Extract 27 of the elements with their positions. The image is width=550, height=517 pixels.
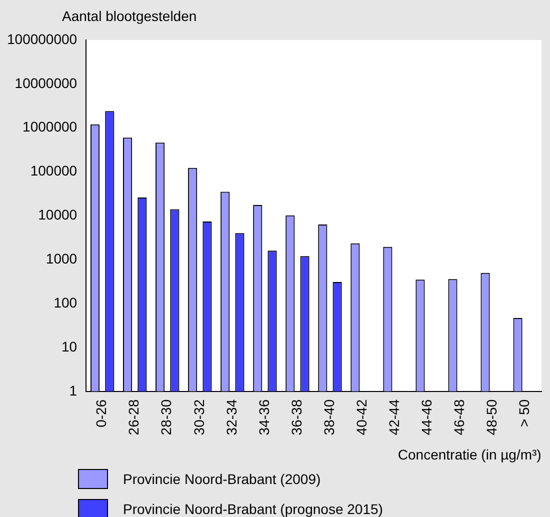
x-tick-label: 44-46 xyxy=(418,399,434,436)
y-tick-label: 100000 xyxy=(30,162,78,179)
x-axis-title: Concentratie (in µg/m³) xyxy=(398,446,542,462)
legend-label: Provincie Noord-Brabant (2009) xyxy=(123,471,321,487)
x-tick-label: 36-38 xyxy=(288,399,304,436)
x-tick-label: 0-26 xyxy=(93,399,110,428)
y-tick-label: 100000000 xyxy=(6,30,78,47)
y-axis-title: Aantal blootgestelden xyxy=(62,8,197,24)
legend-label: Provincie Noord-Brabant (prognose 2015) xyxy=(123,501,383,517)
x-tick-label: 30-32 xyxy=(190,399,207,436)
x-tick-label: 42-44 xyxy=(386,399,402,436)
x-tick-label: 40-42 xyxy=(353,399,370,436)
x-tick-label: 48-50 xyxy=(483,399,500,436)
x-tick-label: 32-34 xyxy=(223,399,240,436)
y-tick-label: 10000000 xyxy=(14,74,78,91)
x-tick-label: 38-40 xyxy=(320,399,337,436)
x-tick-label: > 50 xyxy=(516,399,532,428)
x-tick-label: 26-28 xyxy=(126,399,142,436)
x-tick-label: 28-30 xyxy=(158,399,174,436)
y-tick-label: 10000 xyxy=(38,206,78,223)
y-tick-label: 1 xyxy=(69,382,78,398)
y-tick-label: 100 xyxy=(54,294,78,310)
y-tick-label: 1000 xyxy=(46,250,78,266)
y-tick-label: 10 xyxy=(61,338,78,354)
x-tick-label: 34-36 xyxy=(256,399,272,436)
x-tick-label: 46-48 xyxy=(450,399,467,436)
y-tick-label: 1000000 xyxy=(22,118,78,135)
